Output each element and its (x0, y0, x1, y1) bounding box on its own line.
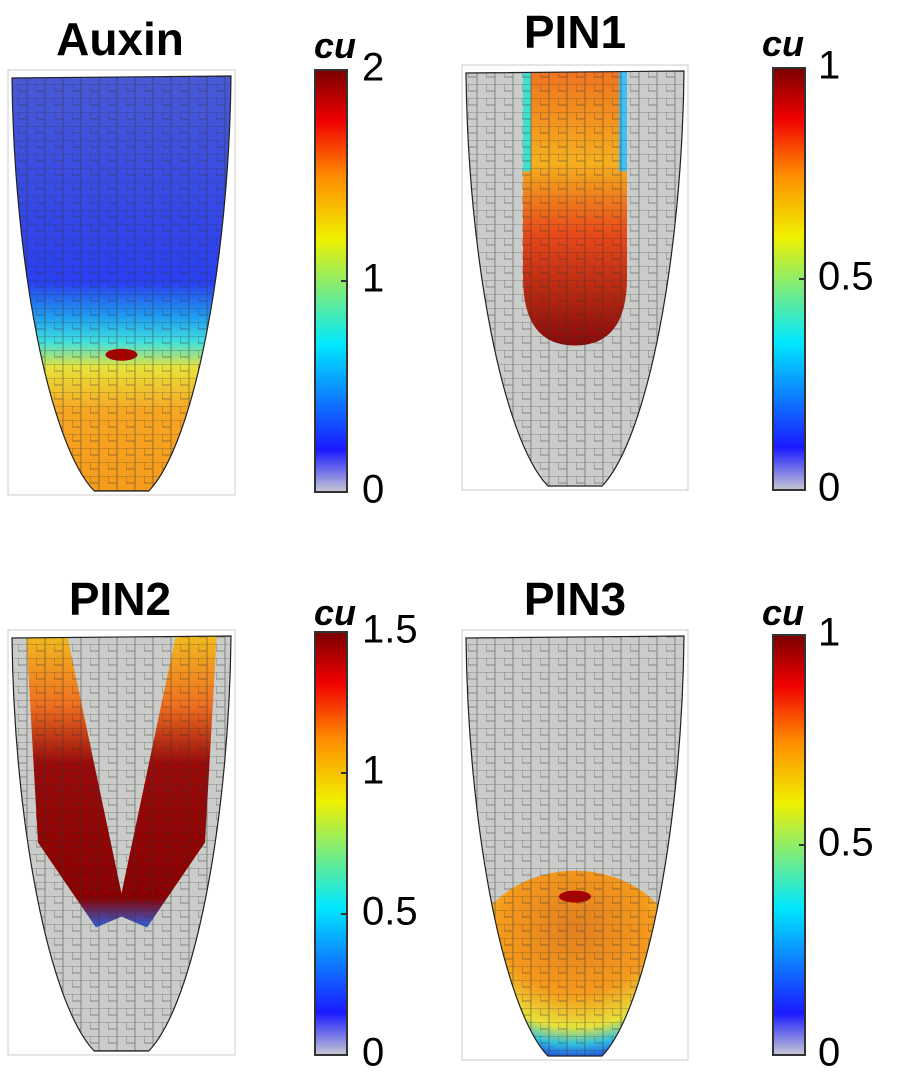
root-outline (465, 635, 685, 1057)
cell-walls (12, 76, 231, 491)
cell-walls (12, 636, 231, 1051)
panel-title: PIN2 (69, 573, 171, 625)
root (12, 76, 231, 491)
panel-title: PIN3 (524, 573, 626, 625)
colorbar-tick-label: 0 (362, 468, 384, 512)
colorbar-tick-label: 1 (362, 749, 384, 793)
colorbar-unit: cu (762, 592, 804, 633)
colorbar-tick-label: 0 (818, 1031, 840, 1075)
colorbar-tick-label: 0.5 (818, 255, 874, 299)
panels: Auxin cu 0 1 2 PIN1 cu 0 0.5 1 PIN2 cu 0 0.5 1 1.5 PIN3 c… (7, 6, 874, 1075)
root (466, 636, 684, 1056)
panel-title: Auxin (56, 13, 184, 65)
colorbar (314, 631, 348, 1056)
panel: Auxin cu 0 1 2 (7, 13, 384, 512)
panel: PIN2 cu 0 0.5 1 1.5 (7, 573, 418, 1075)
image-frame (7, 69, 236, 496)
panel-title: PIN1 (524, 6, 626, 58)
root-outline (11, 635, 232, 1052)
colorbar-unit: cu (314, 592, 356, 633)
colorbar-tick-label: 0.5 (362, 890, 418, 934)
root-outline (465, 70, 685, 487)
colorbar-tick-label: 1.5 (362, 608, 418, 652)
colorbar-tick-label: 0 (818, 466, 840, 510)
colorbar-unit: cu (314, 25, 356, 66)
panel: PIN3 cu 0 0.5 1 (461, 573, 874, 1075)
root (466, 71, 684, 486)
image-frame (461, 64, 689, 491)
colorbar-tick-label: 1 (818, 611, 840, 655)
image-frame (7, 629, 236, 1056)
colorbar-tick-label: 0 (362, 1031, 384, 1075)
image-frame (461, 629, 689, 1061)
colorbar-tick-label: 0.5 (818, 821, 874, 865)
colorbar-tick-label: 1 (362, 257, 384, 301)
root-outline (11, 75, 232, 492)
colorbar-tick-label: 1 (818, 44, 840, 88)
cell-walls (466, 636, 684, 1056)
root (12, 636, 231, 1051)
cell-walls (466, 71, 684, 486)
colorbar-unit: cu (762, 23, 804, 64)
panel: PIN1 cu 0 0.5 1 (461, 6, 874, 510)
colorbar-tick-label: 2 (362, 46, 384, 90)
